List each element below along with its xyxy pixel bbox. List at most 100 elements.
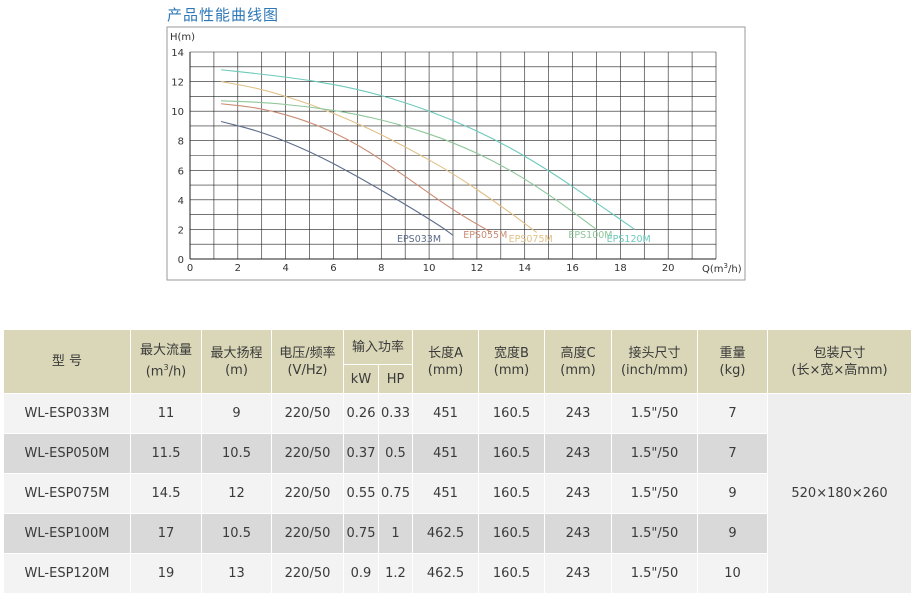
header-kw: kW bbox=[343, 364, 379, 394]
cell-length: 462.5 bbox=[412, 513, 480, 554]
table-row: WL-ESP033M 11 9 220/50 0.26 0.33 451 160… bbox=[3, 393, 913, 594]
x-tick-label: 2 bbox=[235, 263, 241, 274]
cell-hp: 1.2 bbox=[377, 553, 414, 594]
header-height-label: 高度C bbox=[560, 345, 596, 361]
cell-height: 243 bbox=[544, 433, 613, 474]
chart-grid bbox=[189, 51, 717, 260]
cell-kw: 0.26 bbox=[343, 393, 379, 434]
series-line-eps075m bbox=[220, 81, 538, 233]
chart-title: 产品性能曲线图 bbox=[167, 6, 280, 24]
header-width: 宽度B (mm) bbox=[478, 329, 546, 394]
series-line-eps033m bbox=[220, 120, 454, 236]
cell-length: 451 bbox=[412, 393, 480, 434]
cell-height: 243 bbox=[544, 553, 613, 594]
x-tick-label: 0 bbox=[187, 263, 193, 274]
cell-voltage: 220/50 bbox=[271, 393, 344, 434]
cell-weight: 7 bbox=[697, 433, 769, 474]
cell-width: 160.5 bbox=[478, 393, 546, 434]
x-tick-label: 6 bbox=[330, 263, 336, 274]
header-max-head-label: 最大扬程 bbox=[210, 345, 263, 361]
series-line-eps055m bbox=[221, 103, 492, 233]
series-label: EPS120M bbox=[607, 234, 651, 245]
cell-flow: 17 bbox=[130, 513, 202, 554]
x-axis-label: Q(m3/h) bbox=[702, 262, 742, 275]
header-length: 长度A (mm) bbox=[412, 329, 480, 394]
header-width-unit: (mm) bbox=[493, 362, 530, 378]
header-max-flow-unit-pre: (m bbox=[145, 364, 164, 380]
header-voltage-label: 电压/频率 bbox=[279, 345, 336, 361]
table-row: WL-ESP075M 14.5 12 220/50 0.55 0.75 451 … bbox=[3, 473, 912, 514]
cell-length: 451 bbox=[412, 433, 480, 474]
cell-package: 520×180×260 bbox=[767, 393, 913, 594]
chart-series bbox=[220, 69, 636, 236]
y-axis-label: H(m) bbox=[170, 32, 195, 43]
y-tick-label: 10 bbox=[171, 107, 184, 118]
x-axis-label-end: /h) bbox=[728, 264, 742, 275]
cell-connector: 1.5"/50 bbox=[611, 393, 699, 434]
cell-model: WL-ESP033M bbox=[3, 393, 131, 434]
header-max-head-unit: (m) bbox=[225, 362, 248, 378]
header-height: 高度C (mm) bbox=[544, 329, 613, 394]
cell-model: WL-ESP100M bbox=[3, 513, 131, 554]
header-package: 包装尺寸 (长×宽×高mm) bbox=[767, 329, 913, 394]
header-max-flow-label: 最大流量 bbox=[139, 343, 192, 359]
y-tick-label: 2 bbox=[178, 225, 184, 236]
y-tick-label: 6 bbox=[178, 166, 184, 177]
header-voltage-unit: (V/Hz) bbox=[287, 362, 328, 378]
header-connector-unit: (inch/mm) bbox=[620, 362, 689, 378]
cell-kw: 0.9 bbox=[343, 553, 379, 594]
header-max-flow: 最大流量 (m3/h) bbox=[130, 329, 202, 394]
cell-kw: 0.75 bbox=[343, 513, 379, 554]
series-label: EPS033M bbox=[397, 234, 441, 245]
cell-hp: 0.5 bbox=[377, 433, 414, 474]
header-max-flow-unit-sup: 3 bbox=[163, 363, 169, 373]
header-weight-label: 重量 bbox=[719, 345, 746, 361]
header-length-unit: (mm) bbox=[427, 362, 464, 378]
x-tick-label: 14 bbox=[518, 263, 531, 274]
cell-flow: 11.5 bbox=[130, 433, 202, 474]
cell-weight: 9 bbox=[697, 473, 769, 514]
cell-model: WL-ESP120M bbox=[3, 553, 131, 594]
header-package-label: 包装尺寸 bbox=[813, 345, 866, 361]
cell-voltage: 220/50 bbox=[271, 553, 344, 594]
cell-head: 12 bbox=[201, 473, 272, 514]
header-connector-label: 接头尺寸 bbox=[628, 345, 681, 361]
header-hp: HP bbox=[377, 364, 414, 394]
cell-flow: 14.5 bbox=[130, 473, 202, 514]
series-label: EPS075M bbox=[509, 234, 553, 245]
cell-hp: 0.75 bbox=[377, 473, 414, 514]
cell-voltage: 220/50 bbox=[271, 513, 344, 554]
cell-width: 160.5 bbox=[478, 473, 546, 514]
cell-voltage: 220/50 bbox=[271, 433, 344, 474]
series-label: EPS055M bbox=[463, 230, 507, 241]
y-tick-label: 0 bbox=[178, 255, 184, 266]
cell-length: 451 bbox=[412, 473, 480, 514]
cell-flow: 19 bbox=[130, 553, 202, 594]
x-tick-label: 16 bbox=[566, 263, 579, 274]
cell-height: 243 bbox=[544, 513, 613, 554]
cell-head: 10.5 bbox=[201, 513, 272, 554]
header-weight-unit: (kg) bbox=[719, 362, 746, 378]
table-header: 型 号 最大流量 (m3/h) 最大扬程 (m) 电压/频率 (V/Hz) 输入功率 … bbox=[3, 329, 913, 394]
cell-hp: 1 bbox=[377, 513, 414, 554]
cell-width: 160.5 bbox=[478, 433, 546, 474]
table-row: WL-ESP100M 17 10.5 220/50 0.75 1 462.5 1… bbox=[3, 513, 912, 554]
y-tick-label: 14 bbox=[171, 48, 184, 59]
cell-connector: 1.5"/50 bbox=[611, 473, 699, 514]
cell-head: 10.5 bbox=[201, 433, 272, 474]
x-tick-label: 4 bbox=[282, 263, 288, 274]
header-weight: 重量 (kg) bbox=[697, 329, 769, 394]
y-tick-label: 8 bbox=[178, 137, 184, 148]
chart-frame bbox=[166, 26, 746, 281]
y-tick-label: 4 bbox=[178, 196, 184, 207]
table-body: WL-ESP033M 11 9 220/50 0.26 0.33 451 160… bbox=[3, 393, 913, 594]
cell-connector: 1.5"/50 bbox=[611, 513, 699, 554]
cell-width: 160.5 bbox=[478, 513, 546, 554]
header-width-label: 宽度B bbox=[494, 345, 529, 361]
cell-weight: 10 bbox=[697, 553, 769, 594]
cell-connector: 1.5"/50 bbox=[611, 553, 699, 594]
spec-table: 型 号 最大流量 (m3/h) 最大扬程 (m) 电压/频率 (V/Hz) 输入功率 … bbox=[3, 329, 913, 594]
cell-model: WL-ESP075M bbox=[3, 473, 131, 514]
